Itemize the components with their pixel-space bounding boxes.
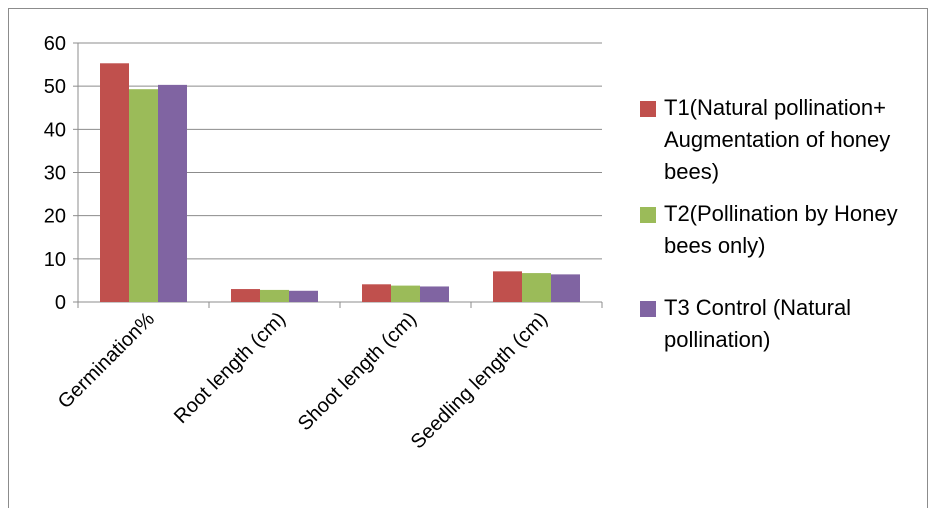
legend-swatch-t3 bbox=[640, 301, 656, 317]
y-tick-label: 60 bbox=[44, 33, 66, 55]
y-tick-label: 50 bbox=[44, 76, 66, 98]
legend-item-t1: T1(Natural pollination+ Augmentation of … bbox=[640, 92, 935, 188]
x-tick-label: Germination% bbox=[54, 308, 159, 413]
legend-swatch-t1 bbox=[640, 101, 656, 117]
legend-label-t2: T2(Pollination by Honey bees only) bbox=[664, 201, 898, 258]
bar-2-4 bbox=[522, 273, 551, 302]
y-tick-labels: 0 10 20 30 40 50 60 bbox=[44, 33, 66, 314]
x-tick-label: Shoot length (cm) bbox=[294, 308, 421, 435]
y-tick-label: 0 bbox=[55, 292, 66, 314]
legend-item-t2: T2(Pollination by Honey bees only) bbox=[640, 198, 935, 262]
bar-1-4 bbox=[493, 271, 522, 302]
y-tick-label: 10 bbox=[44, 249, 66, 271]
x-tick-label: Root length (cm) bbox=[170, 308, 290, 428]
bar-3-1 bbox=[158, 84, 187, 302]
y-tick-label: 30 bbox=[44, 163, 66, 185]
bar-1-3 bbox=[362, 284, 391, 302]
legend-label-t3: T3 Control (Natural pollination) bbox=[664, 295, 852, 352]
y-tick-label: 40 bbox=[44, 119, 66, 141]
bar-2-1 bbox=[129, 89, 158, 303]
legend-swatch-t2 bbox=[640, 207, 656, 223]
bar-2-3 bbox=[391, 285, 420, 302]
legend-item-t3: T3 Control (Natural pollination) bbox=[640, 292, 935, 356]
bar-1-2 bbox=[231, 289, 260, 302]
bar-2-2 bbox=[260, 289, 289, 302]
bar-1-1 bbox=[100, 63, 129, 303]
legend-label-t1: T1(Natural pollination+ Augmentation of … bbox=[664, 95, 891, 184]
chart-frame bbox=[8, 8, 928, 508]
x-tick-label: Seedling length (cm) bbox=[407, 308, 552, 453]
x-tick-labels: Germination% Root length (cm) Shoot length… bbox=[54, 308, 552, 453]
bars bbox=[100, 63, 580, 303]
legend: T1(Natural pollination+ Augmentation of … bbox=[640, 92, 935, 356]
bar-3-3 bbox=[420, 286, 449, 302]
bar-3-4 bbox=[551, 274, 580, 302]
bar-3-2 bbox=[289, 290, 318, 302]
y-tick-label: 20 bbox=[44, 206, 66, 228]
